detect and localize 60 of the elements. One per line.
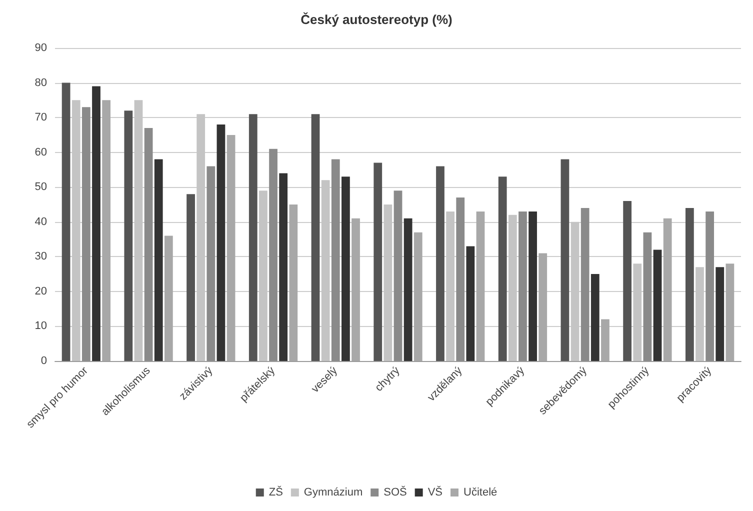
legend-label: VŠ <box>428 486 443 498</box>
y-tick-label: 80 <box>34 76 47 89</box>
y-tick-label: 20 <box>34 285 47 298</box>
legend-label: Učitelé <box>464 486 498 498</box>
legend-label: ZŠ <box>268 486 283 498</box>
bar <box>144 128 153 361</box>
bar <box>706 211 714 361</box>
bar <box>404 218 412 361</box>
bar <box>206 166 216 361</box>
bar <box>226 134 236 361</box>
bar <box>498 176 507 361</box>
bar <box>289 204 298 361</box>
bar <box>216 124 226 361</box>
bar <box>269 148 278 361</box>
bar <box>279 173 288 361</box>
bar <box>601 319 610 361</box>
bar <box>528 211 537 361</box>
y-tick-label: 50 <box>34 181 47 194</box>
bar <box>653 250 662 361</box>
bar <box>538 253 548 361</box>
bar <box>311 114 320 361</box>
bar <box>92 86 100 361</box>
bar <box>456 198 465 361</box>
bar <box>685 208 694 361</box>
bar <box>82 107 90 361</box>
bar <box>716 267 724 361</box>
y-tick-label: 10 <box>34 320 47 332</box>
bar <box>102 100 111 361</box>
bar <box>623 201 632 361</box>
y-tick-label: 70 <box>34 112 47 124</box>
bar <box>331 159 340 361</box>
bar <box>436 166 444 361</box>
bar <box>560 159 570 361</box>
bar <box>124 110 133 361</box>
y-tick-label: 60 <box>34 146 47 158</box>
bar <box>154 159 163 361</box>
bar <box>164 236 173 361</box>
chart-title: Český autostereotyp (%) <box>300 12 452 27</box>
bar <box>248 114 258 361</box>
bar <box>374 162 382 361</box>
bar <box>726 264 734 361</box>
bar <box>518 211 527 361</box>
bar <box>590 274 600 361</box>
y-tick-label: 0 <box>40 355 47 367</box>
bar <box>580 208 590 361</box>
bar <box>352 218 360 361</box>
bar <box>62 82 70 361</box>
bar <box>663 218 672 361</box>
y-tick-label: 40 <box>34 216 47 228</box>
bar <box>466 246 475 361</box>
y-tick-label: 90 <box>34 42 47 54</box>
legend-label: Gymnázium <box>304 486 363 498</box>
legend-label: SOŠ <box>384 486 407 498</box>
bar <box>414 232 422 361</box>
bar <box>342 176 350 361</box>
bar <box>476 211 485 361</box>
bar <box>394 190 402 361</box>
bar <box>186 194 195 361</box>
bar <box>643 232 652 361</box>
y-tick-label: 30 <box>34 250 47 263</box>
